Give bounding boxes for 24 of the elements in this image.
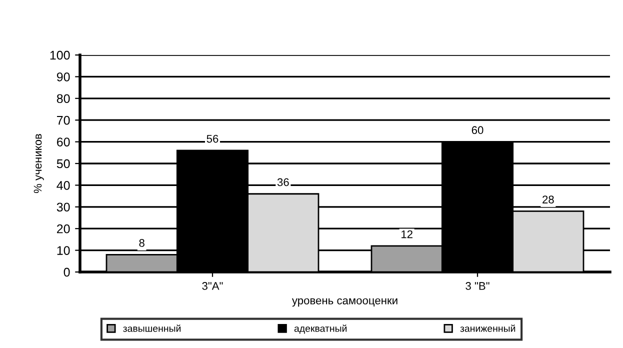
data-label: 8 xyxy=(139,239,144,247)
legend-label: заниженный xyxy=(460,324,516,332)
y-tick-label: 100 xyxy=(50,50,70,60)
data-label: 28 xyxy=(542,196,554,204)
data-label: 12 xyxy=(402,230,412,238)
legend-label: завышенный xyxy=(123,324,181,332)
x-tick-label: 3"А" xyxy=(202,282,223,290)
x-axis-title: уровень самооценки xyxy=(292,298,398,307)
y-axis-title: % учеников xyxy=(34,134,44,194)
y-tick-label: 40 xyxy=(56,181,70,190)
y-tick-label: 70 xyxy=(57,116,70,125)
y-tick-label: 10 xyxy=(57,246,70,255)
data-label: 56 xyxy=(206,134,218,143)
y-tick-label: 90 xyxy=(56,72,70,82)
data-label: 60 xyxy=(472,126,484,134)
legend-label: адекватный xyxy=(294,324,347,334)
y-tick-label: 0 xyxy=(64,268,70,277)
y-tick-label: 60 xyxy=(57,138,70,146)
y-tick-label: 80 xyxy=(56,94,70,104)
y-tick-label: 50 xyxy=(56,159,70,168)
y-tick-label: 20 xyxy=(57,224,70,234)
data-label: 36 xyxy=(277,178,289,186)
x-tick-label: 3 "В" xyxy=(466,282,490,290)
y-tick-label: 30 xyxy=(56,202,70,212)
